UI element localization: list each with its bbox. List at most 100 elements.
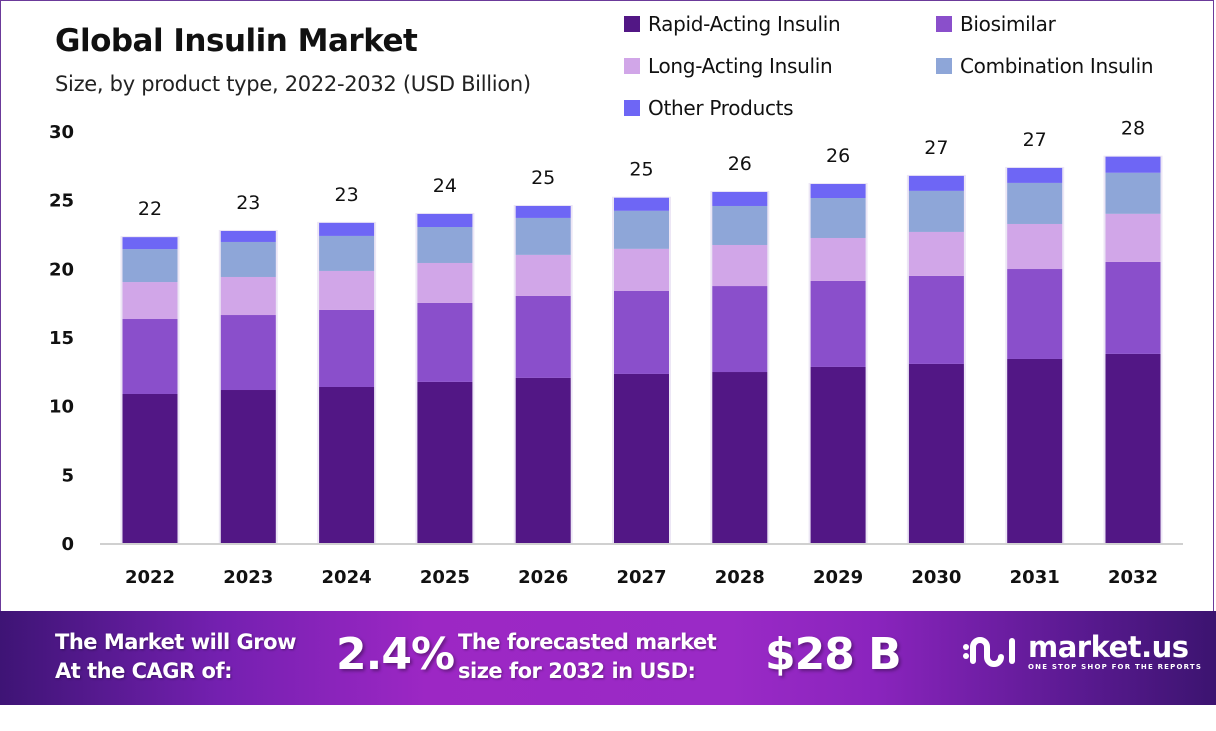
- bar-segment-long-acting-insulin-2022: [122, 282, 178, 320]
- bar-segment-biosimilar-2028: [712, 286, 768, 373]
- bar-segment-biosimilar-2031: [1007, 269, 1063, 359]
- legend-label: Rapid-Acting Insulin: [648, 12, 841, 36]
- bar-segment-rapid-acting-insulin-2028: [712, 372, 768, 543]
- bar-segment-long-acting-insulin-2028: [712, 244, 768, 287]
- legend-swatch: [624, 16, 640, 32]
- cagr-label-line2: At the CAGR of:: [55, 659, 232, 683]
- bar-segment-biosimilar-2023: [220, 315, 276, 391]
- bar-segment-biosimilar-2024: [319, 309, 375, 387]
- brand-name: market.us: [1028, 629, 1189, 664]
- x-tick-label: 2030: [911, 567, 961, 588]
- bar-segment-rapid-acting-insulin-2023: [220, 390, 276, 543]
- legend-item-rapid-acting: Rapid-Acting Insulin: [624, 12, 841, 36]
- bar-segment-other-products-2023: [220, 230, 276, 242]
- x-tick-label: 2027: [616, 567, 666, 588]
- total-label: 23: [335, 184, 359, 206]
- bar-segment-biosimilar-2026: [515, 295, 571, 378]
- bar-segment-other-products-2022: [122, 237, 178, 250]
- y-tick-label: 5: [61, 465, 74, 486]
- y-tick-label: 10: [49, 397, 74, 418]
- y-tick-label: 20: [49, 259, 74, 280]
- cagr-label: The Market will Grow At the CAGR of:: [55, 628, 296, 686]
- bar-segment-rapid-acting-insulin-2022: [122, 393, 178, 543]
- stacked-bar-chart: 0510152025302220222320232320242420252520…: [49, 118, 1183, 588]
- bar-segment-biosimilar-2032: [1105, 261, 1161, 354]
- bar-segment-combination-insulin-2028: [712, 205, 768, 245]
- total-label: 22: [138, 198, 162, 220]
- summary-banner: The Market will Grow At the CAGR of: 2.4…: [0, 611, 1216, 705]
- bar-segment-rapid-acting-insulin-2029: [810, 366, 866, 543]
- legend-label: Other Products: [648, 96, 794, 120]
- bar-segment-long-acting-insulin-2030: [908, 231, 964, 276]
- bar-segment-rapid-acting-insulin-2024: [319, 386, 375, 543]
- bar-segment-long-acting-insulin-2029: [810, 237, 866, 281]
- forecast-value: $28 B: [765, 629, 902, 680]
- legend-swatch: [624, 100, 640, 116]
- x-tick-label: 2031: [1010, 567, 1060, 588]
- x-tick-label: 2028: [715, 567, 765, 588]
- bar-segment-biosimilar-2025: [417, 302, 473, 382]
- market-us-logo: market.us ONE STOP SHOP FOR THE REPORTS: [962, 631, 1202, 671]
- bar-segment-long-acting-insulin-2024: [319, 270, 375, 310]
- bar-segment-long-acting-insulin-2026: [515, 254, 571, 296]
- bar-segment-combination-insulin-2026: [515, 217, 571, 255]
- bar-segment-rapid-acting-insulin-2032: [1105, 353, 1161, 543]
- bar-segment-long-acting-insulin-2032: [1105, 213, 1161, 262]
- bar-segment-combination-insulin-2022: [122, 249, 178, 283]
- total-label: 26: [826, 145, 850, 167]
- logo-mark-icon: [963, 637, 1015, 667]
- legend-item-biosimilar: Biosimilar: [936, 12, 1056, 36]
- bar-segment-rapid-acting-insulin-2030: [908, 363, 964, 543]
- bar-segment-biosimilar-2029: [810, 280, 866, 367]
- total-label: 25: [629, 159, 653, 181]
- bar-segment-combination-insulin-2027: [614, 210, 669, 249]
- x-tick-label: 2026: [518, 567, 568, 588]
- y-tick-label: 30: [49, 122, 74, 143]
- bar-segment-long-acting-insulin-2027: [614, 248, 669, 291]
- x-tick-label: 2022: [125, 567, 175, 588]
- brand-tagline: ONE STOP SHOP FOR THE REPORTS: [1028, 662, 1203, 671]
- legend-item-combination: Combination Insulin: [936, 54, 1154, 78]
- y-tick-label: 15: [49, 328, 74, 349]
- bar-segment-long-acting-insulin-2023: [220, 276, 276, 316]
- total-label: 24: [433, 175, 457, 197]
- legend-swatch: [624, 58, 640, 74]
- bar-segment-combination-insulin-2032: [1105, 172, 1161, 214]
- cagr-value: 2.4%: [336, 629, 455, 680]
- forecast-label-line1: The forecasted market: [458, 630, 717, 654]
- legend-label: Long-Acting Insulin: [648, 54, 833, 78]
- bar-segment-combination-insulin-2029: [810, 198, 866, 238]
- bar-segment-other-products-2027: [614, 197, 669, 211]
- legend-item-other-products: Other Products: [624, 96, 794, 120]
- bar-segment-biosimilar-2022: [122, 319, 178, 394]
- chart-title: Global Insulin Market: [55, 23, 418, 59]
- total-label: 27: [1023, 129, 1047, 151]
- y-tick-label: 25: [49, 191, 74, 212]
- total-label: 27: [924, 137, 948, 159]
- bar-segment-rapid-acting-insulin-2026: [515, 377, 571, 543]
- legend-swatch: [936, 16, 952, 32]
- bar-segment-combination-insulin-2025: [417, 226, 473, 263]
- total-label: 28: [1121, 118, 1145, 140]
- x-tick-label: 2025: [420, 567, 470, 588]
- x-tick-label: 2023: [223, 567, 273, 588]
- legend-item-long-acting: Long-Acting Insulin: [624, 54, 833, 78]
- y-tick-label: 0: [61, 534, 74, 555]
- bar-segment-combination-insulin-2030: [908, 190, 964, 232]
- x-tick-label: 2032: [1108, 567, 1158, 588]
- bar-segment-other-products-2025: [417, 213, 473, 227]
- bar-segment-rapid-acting-insulin-2031: [1007, 358, 1063, 543]
- bar-segment-combination-insulin-2031: [1007, 182, 1063, 224]
- bar-segment-long-acting-insulin-2025: [417, 262, 473, 303]
- bar-segment-biosimilar-2030: [908, 275, 964, 364]
- cagr-label-line1: The Market will Grow: [55, 630, 296, 654]
- chart-subtitle: Size, by product type, 2022-2032 (USD Bi…: [55, 72, 531, 96]
- total-label: 25: [531, 167, 555, 189]
- legend-label: Combination Insulin: [960, 54, 1154, 78]
- bar-segment-rapid-acting-insulin-2025: [417, 381, 473, 543]
- x-tick-label: 2024: [322, 567, 372, 588]
- bar-segment-other-products-2028: [712, 191, 768, 206]
- bar-segment-other-products-2030: [908, 175, 964, 191]
- legend-label: Biosimilar: [960, 12, 1056, 36]
- bar-segment-other-products-2031: [1007, 167, 1063, 183]
